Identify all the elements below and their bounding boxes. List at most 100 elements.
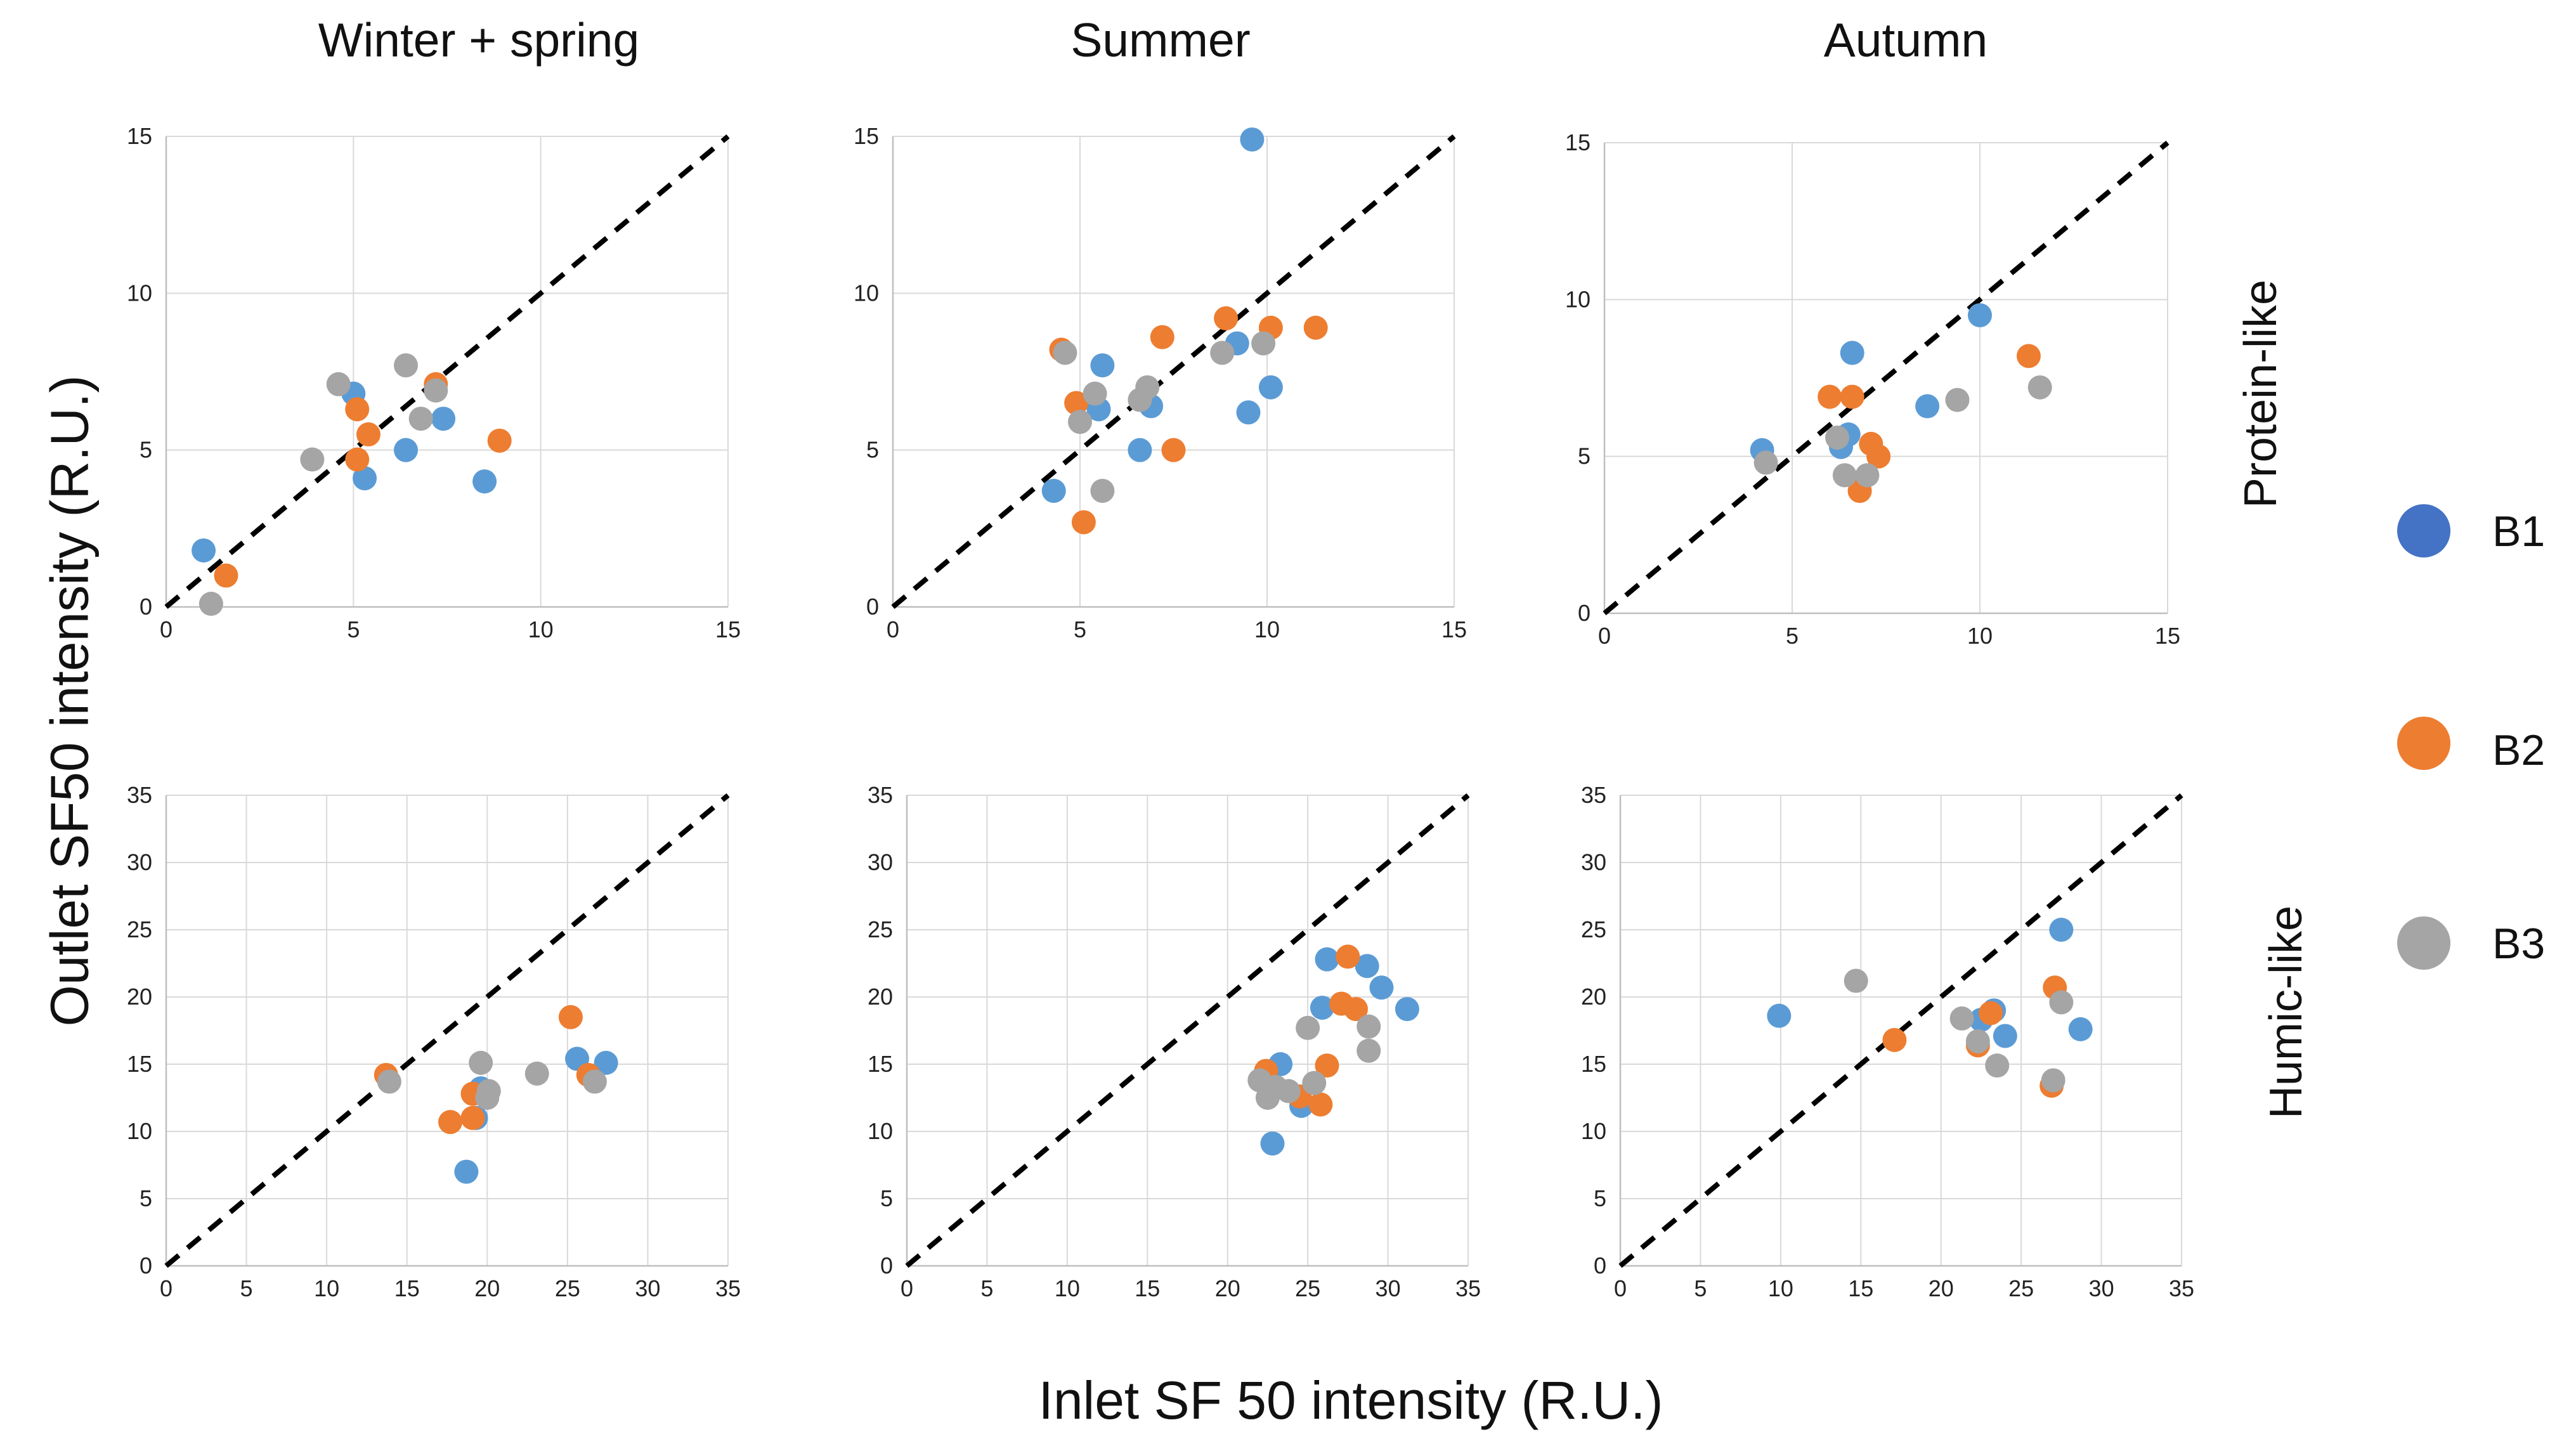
x-tick-label: 15 <box>394 1275 420 1301</box>
y-tick-label: 10 <box>854 280 879 306</box>
x-tick-label: 5 <box>1694 1275 1707 1301</box>
point-b1 <box>1355 954 1379 979</box>
point-b2 <box>1071 510 1096 535</box>
one-to-one-line <box>164 134 730 609</box>
y-tick-label: 10 <box>127 1118 152 1144</box>
point-b3 <box>582 1069 607 1094</box>
legend-item-b1: B1 <box>2397 504 2576 580</box>
x-axis-title: Inlet SF 50 intensity (R.U.) <box>1038 1371 1663 1430</box>
panel-humic-summer: 0 5 10 15 20 25 30 35 0 5 10 15 20 25 30 35 <box>868 782 1481 1301</box>
point-b3 <box>198 592 223 616</box>
x-tick-label: 15 <box>1441 616 1467 642</box>
x-tick-label: 5 <box>1786 623 1799 649</box>
y-tick-label: 0 <box>1578 600 1590 626</box>
point-b1 <box>431 407 456 431</box>
y-tick-label: 0 <box>880 1253 893 1279</box>
point-b1 <box>353 466 377 491</box>
y-tick-label: 0 <box>140 594 152 620</box>
x-tick-label: 0 <box>887 616 899 642</box>
y-tick-label: 35 <box>1581 782 1606 808</box>
point-b1 <box>1090 353 1115 378</box>
point-b3 <box>1985 1053 2010 1078</box>
point-b3 <box>1053 341 1077 365</box>
legend-item-b3: B3 <box>2397 916 2576 993</box>
x-tick-label: 25 <box>555 1275 580 1301</box>
x-tick-label: 5 <box>980 1275 993 1301</box>
y-tick-label: 10 <box>868 1118 893 1144</box>
x-tick-label: 20 <box>1215 1275 1240 1301</box>
point-b2 <box>1866 444 1891 469</box>
panel-humic-winter: 0 5 10 15 20 25 30 35 0 5 10 15 20 25 30 35 <box>127 782 741 1301</box>
y-tick-label: 30 <box>127 849 152 875</box>
panel-protein-autumn: 0 5 10 15 0 5 10 15 <box>1565 129 2180 649</box>
x-tick-label: 5 <box>240 1275 253 1301</box>
point-b1 <box>394 438 419 462</box>
point-b2 <box>345 397 370 422</box>
x-tick-label: 0 <box>1614 1275 1627 1301</box>
x-tick-label: 35 <box>1455 1275 1481 1301</box>
y-tick-label: 25 <box>127 916 152 942</box>
point-b3 <box>1945 387 1970 412</box>
point-b3 <box>408 407 433 431</box>
point-b3 <box>300 447 325 472</box>
y-tick-label: 5 <box>140 437 152 463</box>
point-b3 <box>1276 1079 1301 1104</box>
point-b1 <box>2068 1017 2093 1041</box>
legend-marker-b1 <box>2397 504 2450 557</box>
point-b1 <box>2049 918 2074 942</box>
point-b1 <box>1915 394 1940 419</box>
x-tick-label: 0 <box>901 1275 913 1301</box>
one-to-one-line <box>1603 140 2169 616</box>
x-tick-label: 10 <box>314 1275 339 1301</box>
legend-marker-b3 <box>2397 916 2450 970</box>
point-b3 <box>2041 1068 2065 1093</box>
column-title-winter-spring: Winter + spring <box>318 13 640 67</box>
y-tick-label: 0 <box>1594 1253 1606 1279</box>
one-to-one-line <box>891 134 1456 609</box>
point-b3 <box>1356 1014 1381 1039</box>
x-tick-label: 30 <box>635 1275 660 1301</box>
y-axis-title: Outlet SF50 intensity (R.U.) <box>39 375 100 1027</box>
one-to-one-line <box>905 793 1470 1268</box>
x-tick-label: 35 <box>715 1275 741 1301</box>
y-tick-label: 5 <box>140 1185 152 1211</box>
panel-protein-summer: 0 5 10 15 0 5 10 15 <box>854 123 1467 642</box>
point-b3 <box>377 1069 401 1094</box>
y-tick-label: 25 <box>1581 916 1606 942</box>
point-b3 <box>469 1050 493 1075</box>
y-tick-label: 15 <box>868 1051 893 1077</box>
y-tick-label: 20 <box>868 984 893 1010</box>
x-tick-label: 10 <box>1055 1275 1080 1301</box>
point-b1 <box>1369 975 1394 1000</box>
point-b2 <box>356 422 381 446</box>
point-b3 <box>1832 463 1857 488</box>
y-tick-label: 25 <box>868 916 893 942</box>
x-tick-label: 15 <box>2155 623 2180 649</box>
y-tick-label: 10 <box>1565 286 1590 312</box>
x-tick-label: 30 <box>2089 1275 2114 1301</box>
point-b3 <box>2027 375 2052 400</box>
point-b3 <box>1949 1006 1974 1031</box>
point-b3 <box>424 378 448 403</box>
y-tick-label: 15 <box>1565 129 1590 155</box>
point-b2 <box>1979 1001 2003 1026</box>
legend-label-b1: B1 <box>2492 507 2546 556</box>
y-tick-label: 10 <box>127 280 152 306</box>
point-b3 <box>1090 478 1115 503</box>
one-to-one-line <box>164 793 730 1268</box>
point-b3 <box>1083 381 1107 406</box>
row-label-humic-like: Humic-like <box>2261 905 2312 1119</box>
point-b3 <box>326 372 351 396</box>
point-b1 <box>1240 127 1265 152</box>
x-tick-label: 5 <box>347 616 360 642</box>
point-b1 <box>1041 478 1066 503</box>
y-tick-label: 35 <box>127 782 152 808</box>
point-b2 <box>214 563 238 588</box>
y-tick-label: 15 <box>1581 1051 1606 1077</box>
point-b3 <box>1068 410 1092 434</box>
x-tick-label: 10 <box>1768 1275 1793 1301</box>
x-tick-label: 15 <box>715 616 741 642</box>
x-tick-label: 10 <box>1967 623 1993 649</box>
point-b2 <box>1214 306 1239 330</box>
row-label-protein-like: Protein-like <box>2235 279 2286 509</box>
